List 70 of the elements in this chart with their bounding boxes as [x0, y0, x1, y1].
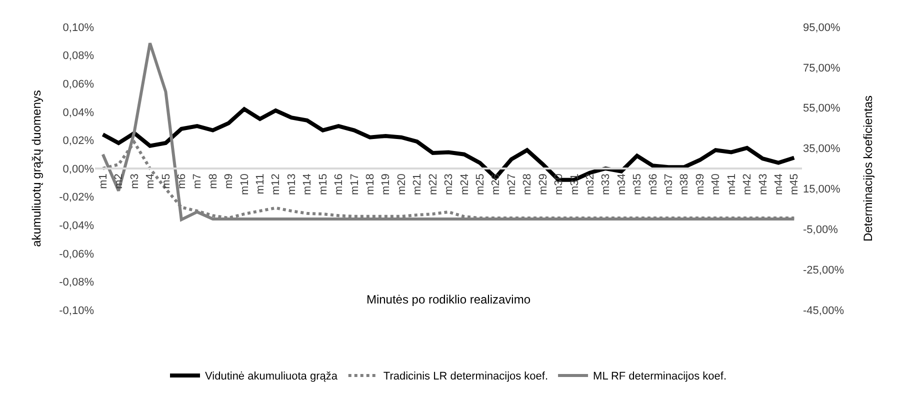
- y-tick-label: 0,04%: [62, 106, 94, 119]
- y2-axis-title: Determinacijos koeficientas: [861, 95, 876, 242]
- x-tick-label: m42: [742, 174, 754, 196]
- x-tick-label: m19: [380, 174, 392, 196]
- x-tick-label: m7: [192, 174, 204, 189]
- y2-tick-label: 95,00%: [803, 22, 841, 34]
- x-tick-label: m29: [537, 174, 550, 196]
- x-tick-label: m24: [458, 174, 471, 196]
- x-tick-label: m39: [694, 174, 706, 196]
- x-axis-title: Minutės po rodiklio realizavimo: [366, 292, 531, 306]
- x-tick-label: m8: [207, 174, 220, 189]
- x-tick-label: m25: [474, 174, 486, 196]
- y2-tick-label: -5,00%: [803, 224, 838, 236]
- x-tick-label: m41: [726, 174, 738, 196]
- x-tick-label: m34: [616, 174, 628, 196]
- y-tick-label: 0,10%: [62, 22, 94, 34]
- x-tick-label: m1: [97, 174, 110, 189]
- y-tick-label: -0,02%: [59, 192, 94, 204]
- y-tick-label: -0,10%: [59, 304, 94, 317]
- x-tick-label: m20: [396, 174, 408, 196]
- x-tick-label: m13: [286, 174, 298, 196]
- x-tick-label: m38: [678, 174, 691, 196]
- x-tick-label: m15: [317, 174, 330, 196]
- x-tick-label: m28: [522, 174, 534, 196]
- y2-tick-label: 55,00%: [803, 102, 841, 115]
- y2-tick-label: 15,00%: [803, 184, 841, 196]
- x-tick-label: m18: [364, 174, 377, 196]
- x-tick-label: m26: [490, 174, 502, 196]
- x-tick-label: m9: [223, 174, 236, 189]
- x-tick-label: m40: [710, 174, 722, 196]
- x-tick-label: m6: [176, 174, 188, 189]
- x-tick-label: m31: [568, 174, 581, 196]
- x-tick-label: m5: [160, 174, 172, 189]
- y2-tick-label: 35,00%: [803, 143, 841, 156]
- x-tick-label: m17: [348, 174, 361, 196]
- x-tick-label: m21: [412, 174, 424, 196]
- y2-tick-label: -25,00%: [803, 264, 844, 276]
- y-tick-label: 0,06%: [62, 78, 94, 90]
- x-tick-label: m11: [254, 174, 267, 194]
- x-tick-label: m10: [238, 174, 251, 196]
- x-tick-label: m3: [128, 174, 141, 189]
- x-tick-label: m43: [757, 174, 770, 196]
- y-tick-label: 0,08%: [62, 50, 94, 62]
- x-tick-label: m23: [443, 174, 456, 196]
- x-tick-label: m14: [302, 174, 314, 196]
- x-tick-label: m33: [600, 174, 612, 196]
- x-tick-label: m27: [506, 174, 518, 196]
- x-tick-label: m16: [333, 174, 346, 196]
- x-tick-label: m22: [427, 174, 440, 196]
- x-tick-label: m30: [553, 174, 566, 196]
- y-tick-label: -0,06%: [59, 248, 94, 260]
- y-tick-label: 0,02%: [62, 135, 94, 148]
- x-tick-label: m37: [663, 174, 676, 196]
- x-tick-label: m36: [647, 174, 660, 196]
- y-axis-title: akumuliuotų grąžų duomenys: [29, 90, 44, 247]
- x-tick-label: m44: [773, 174, 786, 196]
- y2-tick-label: -45,00%: [803, 304, 844, 317]
- y2-tick-label: 75,00%: [803, 62, 841, 74]
- legend-label: Vidutinė akumuliuota grąža: [205, 370, 338, 383]
- y-tick-label: -0,08%: [59, 276, 94, 289]
- legend-label: ML RF determinacijos koef.: [593, 370, 727, 383]
- x-tick-label: m35: [632, 174, 644, 196]
- x-tick-label: m45: [788, 174, 801, 196]
- x-tick-label: m32: [584, 174, 596, 196]
- x-tick-label: m2: [113, 174, 126, 189]
- x-tick-label: m12: [270, 174, 282, 196]
- legend-label: Tradicinis LR determinacijos koef.: [383, 370, 548, 383]
- y-tick-label: 0,00%: [62, 163, 94, 176]
- y-tick-label: -0,04%: [59, 220, 94, 232]
- x-tick-label: m4: [144, 174, 157, 189]
